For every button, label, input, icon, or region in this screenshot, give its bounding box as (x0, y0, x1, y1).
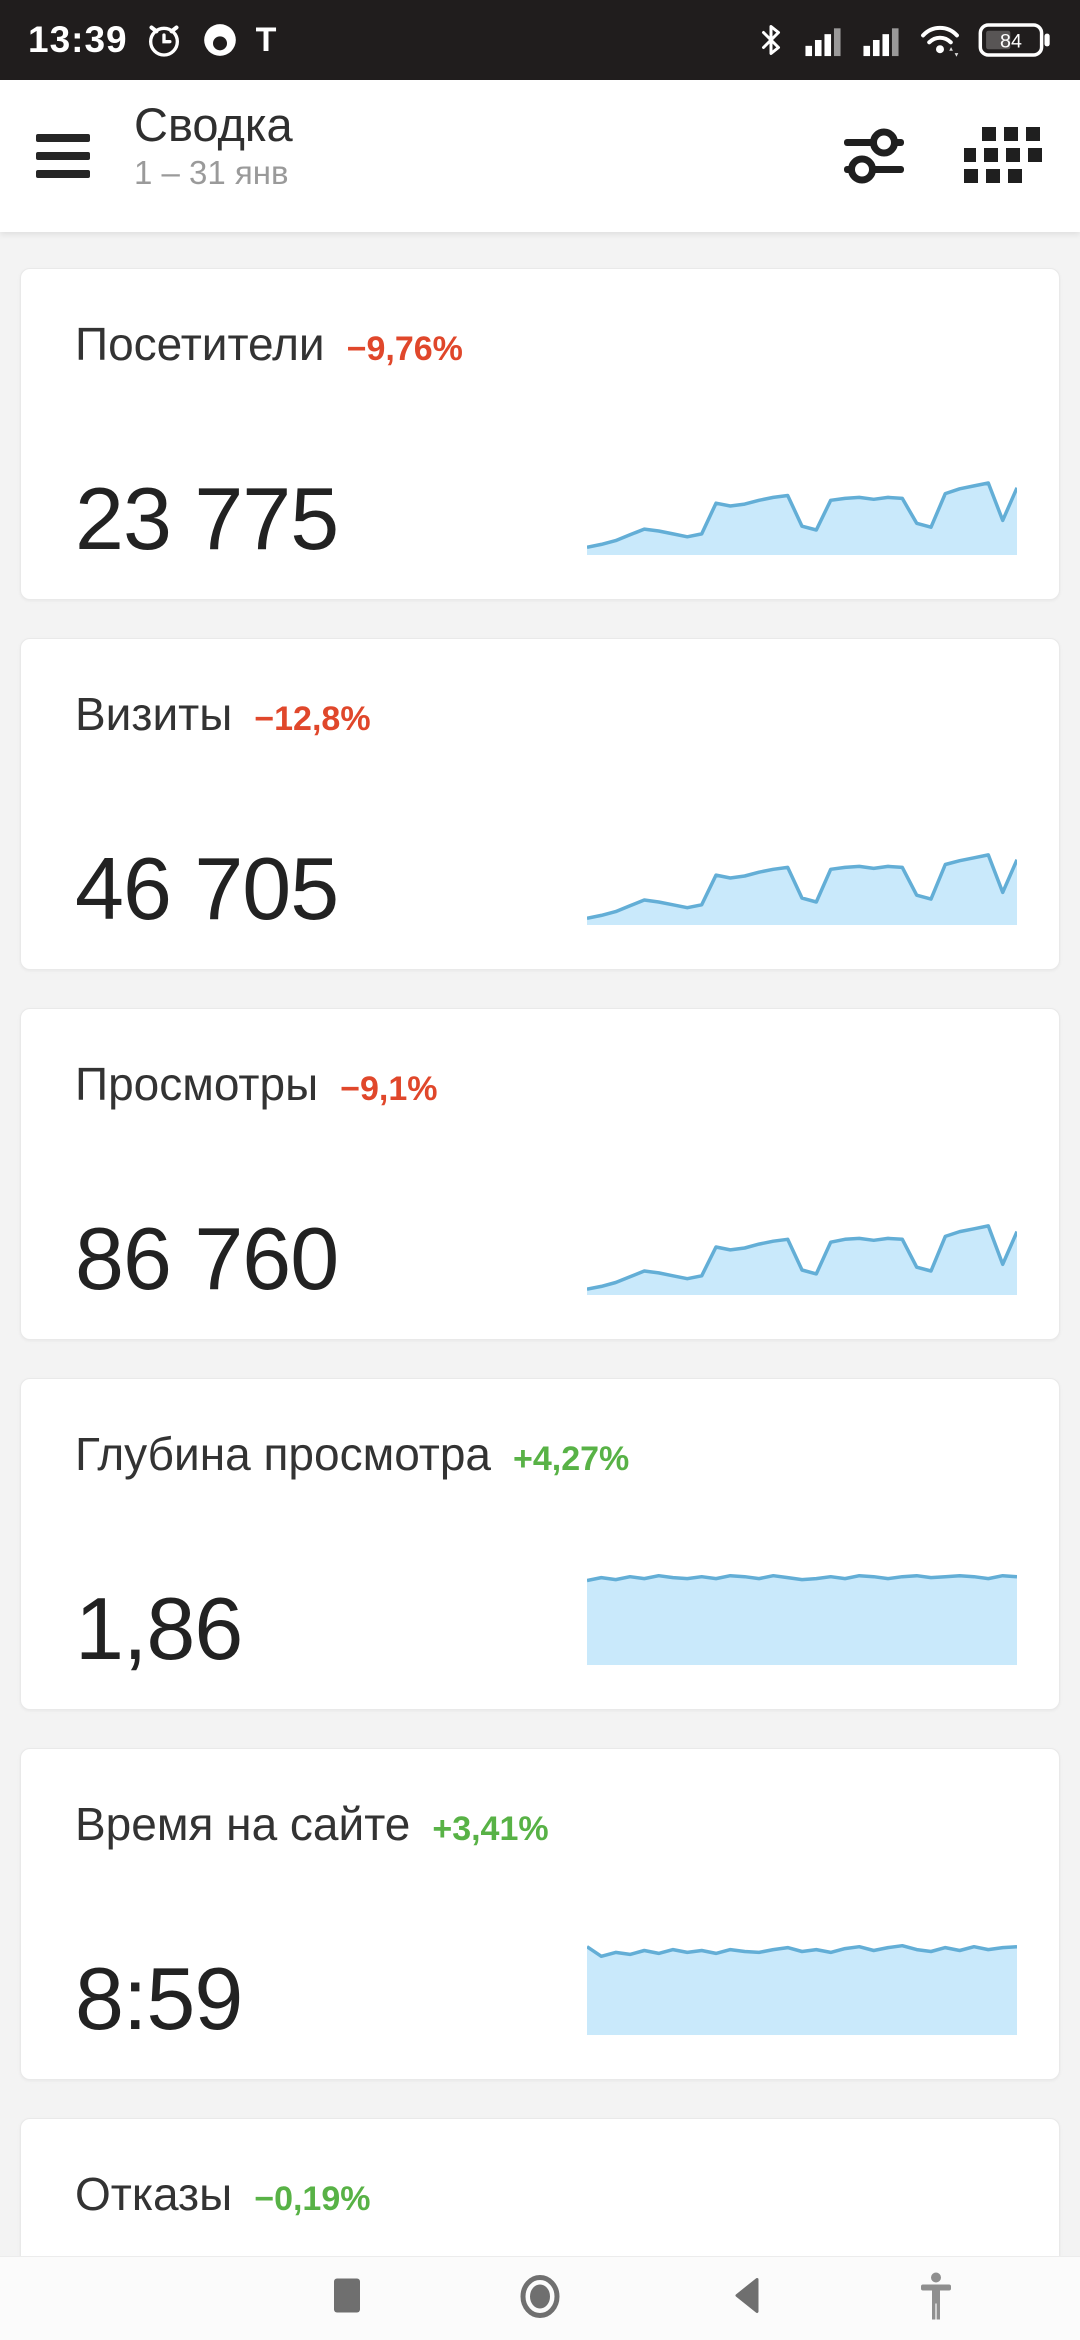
accessibility-icon (921, 2272, 951, 2319)
home-button[interactable] (514, 2270, 566, 2327)
filter-sliders-icon (844, 128, 904, 184)
sparkline-chart (587, 481, 1017, 555)
sparkline-chart (587, 853, 1017, 925)
status-time: 13:39 (28, 19, 128, 60)
metric-title: Время на сайте (75, 1798, 411, 1850)
metric-value: 8:59 (75, 1948, 243, 2048)
metric-card-visits[interactable]: Визиты −12,8% 46 705 (20, 638, 1060, 970)
menu-button[interactable] (36, 134, 90, 178)
recents-button[interactable] (327, 2274, 367, 2323)
metric-title: Визиты (75, 688, 233, 740)
wifi-icon (921, 25, 959, 57)
back-icon (735, 2277, 759, 2313)
battery-icon: 84 (978, 20, 1052, 60)
circle-notification-icon (203, 24, 236, 56)
metric-title: Глубина просмотра (75, 1428, 491, 1480)
metric-title: Просмотры (75, 1058, 319, 1110)
svg-text:84: 84 (1000, 31, 1022, 53)
metric-delta: −9,1% (340, 1070, 438, 1108)
date-range[interactable]: 1 – 31 янв (134, 154, 289, 192)
metric-card-depth[interactable]: Глубина просмотра +4,27% 1,86 (20, 1378, 1060, 1710)
metric-card-pageviews[interactable]: Просмотры −9,1% 86 760 (20, 1008, 1060, 1340)
metric-value: 46 705 (75, 838, 339, 938)
metrics-list: Посетители −9,76% 23 775 Визиты −12,8% 4… (0, 232, 1080, 2340)
t-notification-icon: T (255, 20, 277, 59)
cell-signal-icon (805, 28, 841, 57)
sparkline-chart (587, 1943, 1017, 2035)
cell-signal-icon (863, 28, 899, 57)
android-nav-bar (0, 2256, 1080, 2340)
sparkline-chart (587, 1573, 1017, 1665)
metric-delta: +3,41% (432, 1810, 549, 1848)
metric-title: Посетители (75, 318, 325, 370)
metric-value: 1,86 (75, 1578, 243, 1678)
bluetooth-icon (762, 25, 780, 55)
widgets-button[interactable] (964, 127, 1044, 185)
recents-icon (334, 2278, 360, 2312)
metric-delta: −9,76% (346, 330, 463, 368)
home-icon (520, 2274, 560, 2318)
metric-value: 86 760 (75, 1208, 339, 1308)
page-title: Сводка (134, 98, 293, 151)
accessibility-button[interactable] (916, 2271, 956, 2326)
metric-card-time-on-site[interactable]: Время на сайте +3,41% 8:59 (20, 1748, 1060, 2080)
filter-button[interactable] (842, 127, 906, 185)
status-bar: 13:39 T (0, 0, 1080, 80)
metric-title: Отказы (75, 2168, 233, 2220)
app-header: Сводка 1 – 31 янв (0, 80, 1080, 232)
dot-grid-icon (964, 127, 1042, 183)
alarm-icon (148, 25, 179, 57)
metric-delta: −0,19% (254, 2180, 371, 2218)
metric-card-visitors[interactable]: Посетители −9,76% 23 775 (20, 268, 1060, 600)
metric-delta: −12,8% (254, 700, 371, 738)
back-button[interactable] (727, 2274, 767, 2323)
sparkline-chart (587, 1224, 1017, 1295)
metric-value: 23 775 (75, 468, 339, 568)
metric-delta: +4,27% (513, 1440, 630, 1478)
